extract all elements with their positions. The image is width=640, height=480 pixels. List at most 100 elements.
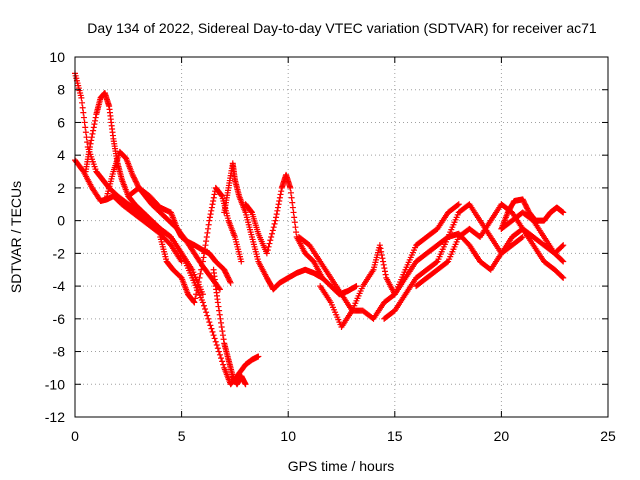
data-point xyxy=(263,250,270,257)
data-point xyxy=(226,278,233,285)
data-point xyxy=(192,295,199,302)
data-point xyxy=(381,265,388,272)
data-point xyxy=(454,202,461,209)
data-point xyxy=(380,261,387,268)
series-sat-p xyxy=(498,209,567,265)
series-sat-g xyxy=(210,266,249,388)
x-tick-label: 5 xyxy=(178,428,186,444)
x-tick-label: 15 xyxy=(387,428,403,444)
data-point xyxy=(519,196,526,203)
data-point xyxy=(80,109,87,116)
data-point xyxy=(377,245,384,252)
data-point xyxy=(206,214,213,221)
data-point xyxy=(290,209,297,216)
x-tick-label: 0 xyxy=(71,428,79,444)
data-point xyxy=(266,240,273,247)
data-point xyxy=(209,201,216,208)
data-point xyxy=(79,99,86,106)
data-point xyxy=(560,258,567,265)
data-point xyxy=(83,134,90,141)
data-point xyxy=(216,311,223,318)
data-point xyxy=(199,291,206,298)
x-tick-label: 10 xyxy=(280,428,296,444)
data-point xyxy=(201,250,208,257)
data-point xyxy=(378,248,385,255)
data-point xyxy=(199,299,206,306)
data-point xyxy=(205,225,212,232)
x-axis-label: GPS time / hours xyxy=(288,458,395,474)
data-point xyxy=(292,224,299,231)
y-tick-label: 4 xyxy=(57,147,65,163)
data-point xyxy=(287,184,294,191)
data-point xyxy=(207,322,214,329)
data-point xyxy=(203,238,210,245)
data-point xyxy=(210,198,217,204)
data-point xyxy=(271,220,278,227)
data-point xyxy=(210,332,217,339)
data-point xyxy=(272,217,279,224)
data-point xyxy=(204,229,211,236)
data-point xyxy=(91,121,98,128)
data-point xyxy=(379,255,386,262)
data-point xyxy=(378,252,385,258)
data-point xyxy=(178,258,185,265)
data-point xyxy=(242,381,249,388)
data-point xyxy=(87,140,94,147)
data-point xyxy=(217,315,224,322)
data-point xyxy=(222,269,229,276)
data-point xyxy=(195,279,202,285)
data-point xyxy=(200,254,207,261)
data-point xyxy=(221,268,228,275)
series-sat-k xyxy=(317,201,462,330)
data-point xyxy=(92,114,99,121)
data-point xyxy=(267,237,274,244)
data-point xyxy=(86,144,93,150)
data-point xyxy=(214,299,221,306)
data-point xyxy=(215,303,222,310)
data-point xyxy=(84,139,91,146)
data-point xyxy=(291,214,298,221)
data-point xyxy=(209,328,216,335)
data-point xyxy=(520,198,527,205)
data-point xyxy=(275,201,282,208)
data-point xyxy=(82,129,89,136)
data-point xyxy=(221,266,228,273)
data-point xyxy=(382,271,389,278)
data-point xyxy=(203,309,210,316)
data-point xyxy=(288,194,295,201)
data-point xyxy=(278,188,285,195)
data-point xyxy=(210,194,217,201)
data-point xyxy=(521,200,528,207)
data-point xyxy=(80,114,87,121)
data-point xyxy=(455,201,462,208)
data-point xyxy=(268,234,275,240)
data-point xyxy=(90,124,97,131)
data-point xyxy=(218,324,225,330)
data-point xyxy=(206,319,213,326)
data-point xyxy=(219,358,226,365)
data-point xyxy=(218,192,225,199)
data-point xyxy=(376,242,383,249)
points-layer xyxy=(72,70,567,388)
y-tick-label: -12 xyxy=(45,409,65,425)
data-point xyxy=(81,119,88,126)
data-point xyxy=(218,319,225,326)
series-sat-c xyxy=(82,90,206,298)
y-tick-label: -4 xyxy=(53,278,66,294)
x-tick-label: 25 xyxy=(600,428,616,444)
series-sat-i xyxy=(242,171,360,298)
data-point xyxy=(216,307,223,314)
y-tick-label: 6 xyxy=(57,114,65,130)
data-point xyxy=(199,258,206,265)
data-point xyxy=(131,175,138,182)
data-point xyxy=(380,258,387,265)
grid-layer xyxy=(75,57,608,417)
data-point xyxy=(204,312,211,319)
data-point xyxy=(291,219,298,226)
data-point xyxy=(289,204,296,211)
data-point xyxy=(559,243,566,249)
data-point xyxy=(522,202,529,209)
data-point xyxy=(227,279,234,286)
data-point xyxy=(207,211,214,218)
data-point xyxy=(198,266,205,273)
